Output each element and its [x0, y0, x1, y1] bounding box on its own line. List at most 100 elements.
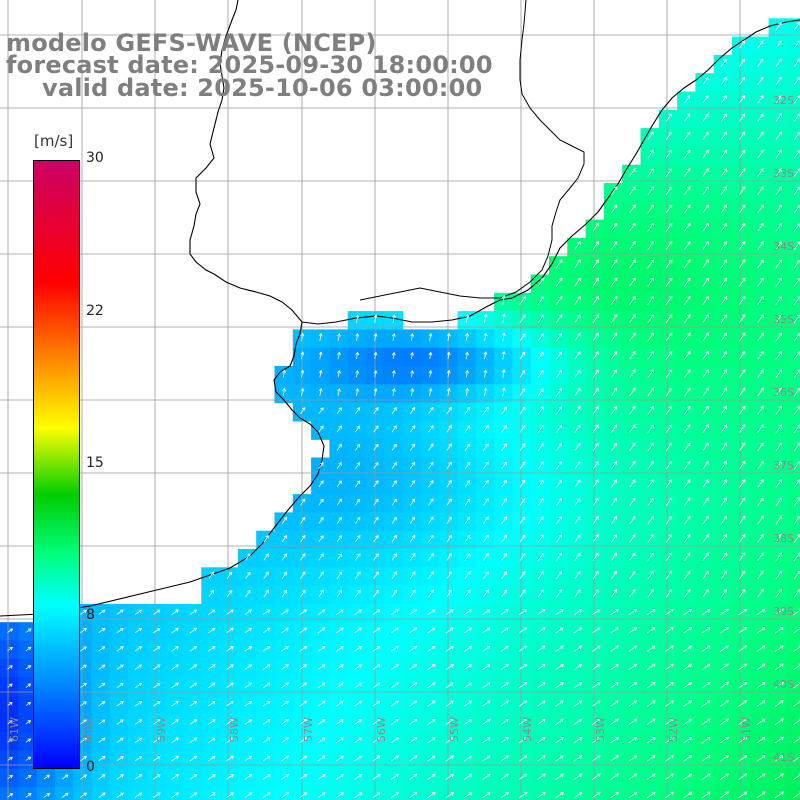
wind-arrow [482, 792, 491, 799]
wind-arrow [757, 222, 764, 232]
wind-arrow [409, 406, 416, 415]
wind-speed-cell [786, 384, 800, 404]
wind-arrow [281, 571, 288, 579]
wind-arrow [207, 774, 216, 780]
wind-arrow [355, 425, 361, 433]
wind-arrow [80, 774, 88, 780]
wind-speed-cell [402, 420, 422, 440]
wind-speed-cell [494, 786, 513, 800]
wind-speed-cell [713, 73, 733, 93]
wind-speed-cell [219, 622, 239, 642]
wind-arrow [774, 627, 784, 634]
wind-speed-cell [91, 768, 111, 788]
wind-speed-cell [439, 549, 459, 568]
wind-arrow [134, 792, 143, 798]
wind-arrow [519, 424, 526, 433]
wind-arrow [628, 627, 638, 634]
wind-arrow [483, 461, 489, 470]
wind-speed-cell [109, 658, 129, 678]
uruguay-river-border [359, 0, 585, 301]
wind-arrow [80, 737, 88, 743]
wind-speed-cell [420, 494, 440, 513]
wind-arrow [428, 480, 434, 488]
wind-speed-cell [439, 439, 459, 459]
wind-arrow [664, 791, 675, 799]
wind-arrow [300, 407, 306, 415]
wind-speed-cell [329, 640, 349, 660]
wind-speed-cell [640, 201, 660, 221]
wind-arrow [610, 240, 618, 251]
wind-speed-cell [750, 183, 770, 202]
wind-arrow [500, 718, 509, 725]
wind-arrow [738, 773, 748, 781]
wind-speed-cell [128, 603, 147, 623]
wind-speed-cell [512, 475, 532, 495]
wind-speed-cell [713, 549, 733, 568]
lon-label: 57W [302, 717, 315, 742]
wind-speed-cell [311, 420, 330, 440]
wind-arrow [629, 570, 636, 580]
wind-speed-cell [786, 494, 800, 513]
wind-speed-cell [549, 549, 568, 568]
wind-arrow [391, 461, 397, 469]
wind-arrow [372, 792, 381, 799]
wind-arrow [519, 461, 526, 470]
wind-speed-cell [274, 567, 294, 587]
wind-speed-cell [347, 640, 367, 660]
wind-arrow [537, 570, 544, 580]
wind-arrow [757, 259, 764, 269]
wind-arrow [336, 480, 342, 488]
wind-arrow [556, 461, 563, 470]
wind-speed-cell [183, 786, 202, 800]
wind-arrow [409, 645, 418, 652]
wind-arrow [537, 552, 544, 561]
wind-arrow [684, 570, 691, 580]
wind-arrow [555, 314, 563, 324]
wind-arrow [282, 369, 286, 378]
wind-speed-cell [732, 439, 751, 459]
wind-arrow [738, 222, 746, 232]
wind-speed-cell [146, 603, 166, 623]
wind-speed-cell [622, 585, 642, 605]
wind-arrow [683, 627, 693, 634]
wind-arrow [428, 351, 433, 360]
wind-speed-cell [786, 640, 800, 660]
wind-speed-cell [786, 420, 800, 440]
wind-arrow [555, 682, 564, 689]
wind-speed-cell [585, 603, 605, 623]
wind-speed-cell [622, 201, 642, 221]
wind-speed-cell [457, 786, 477, 800]
wind-speed-cell [585, 329, 605, 349]
wind-arrow [207, 755, 216, 762]
wind-speed-cell [256, 713, 276, 733]
wind-arrow [519, 534, 526, 543]
wind-arrow [300, 516, 306, 524]
wind-speed-cell [786, 622, 800, 642]
wind-speed-cell [567, 768, 587, 788]
wind-arrow [354, 755, 363, 762]
wind-speed-cell [402, 567, 422, 587]
wind-speed-cell [366, 530, 385, 550]
wind-arrow [720, 387, 728, 397]
wind-arrow [738, 460, 746, 470]
wind-arrow [665, 497, 673, 507]
wind-arrow [7, 702, 13, 706]
wind-arrow [153, 755, 161, 762]
wind-arrow [354, 700, 363, 707]
wind-speed-cell [0, 768, 19, 788]
wind-arrow [482, 571, 489, 580]
wind-arrow [684, 186, 691, 196]
wind-arrow [317, 645, 326, 652]
wind-speed-cell [475, 439, 495, 459]
wind-speed-cell [658, 732, 678, 751]
wind-arrow [573, 718, 583, 726]
wind-arrow [501, 461, 507, 470]
wind-speed-cell [622, 677, 642, 696]
wind-arrow [372, 682, 381, 689]
wind-arrow [483, 369, 488, 378]
wind-arrow [757, 94, 764, 104]
wind-arrow [390, 700, 399, 707]
wind-arrow [354, 719, 363, 725]
wind-arrow [665, 424, 673, 433]
wind-speed-cell [658, 329, 678, 349]
